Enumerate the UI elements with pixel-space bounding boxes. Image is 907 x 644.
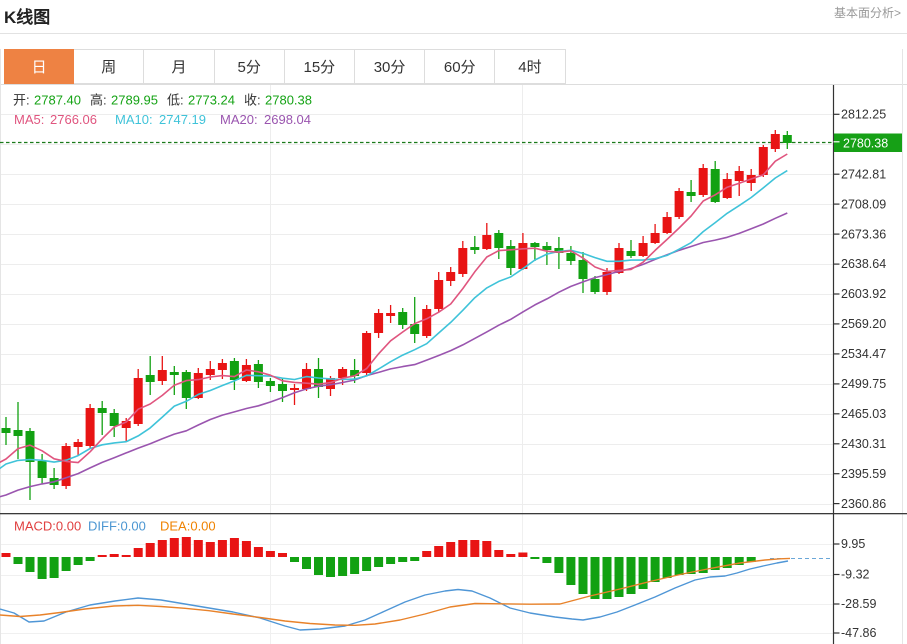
svg-text:2812.25: 2812.25	[841, 108, 886, 122]
svg-text:开:: 开:	[13, 93, 30, 108]
svg-text:2780.38: 2780.38	[265, 93, 312, 108]
svg-text:2569.20: 2569.20	[841, 317, 886, 331]
svg-text:2534.47: 2534.47	[841, 347, 886, 361]
svg-text:MACD:0.00: MACD:0.00	[14, 519, 81, 534]
svg-text:2395.59: 2395.59	[841, 467, 886, 481]
svg-text:高:: 高:	[90, 93, 107, 108]
svg-text:2766.06: 2766.06	[50, 112, 97, 127]
svg-text:-28.59: -28.59	[841, 597, 876, 611]
svg-text:2360.86: 2360.86	[841, 497, 886, 511]
svg-text:2603.92: 2603.92	[841, 287, 886, 301]
svg-text:2708.09: 2708.09	[841, 197, 886, 211]
svg-text:-9.32: -9.32	[841, 568, 870, 582]
svg-text:DEA:0.00: DEA:0.00	[160, 519, 216, 534]
svg-text:2747.19: 2747.19	[159, 112, 206, 127]
svg-text:收:: 收:	[244, 93, 261, 108]
svg-text:2698.04: 2698.04	[264, 112, 311, 127]
svg-text:2499.75: 2499.75	[841, 377, 886, 391]
svg-text:MA20:: MA20:	[220, 112, 258, 127]
svg-text:9.95: 9.95	[841, 537, 865, 551]
svg-text:2780.38: 2780.38	[843, 136, 888, 150]
svg-text:-47.86: -47.86	[841, 626, 876, 640]
svg-text:低:: 低:	[167, 93, 184, 108]
svg-text:2430.31: 2430.31	[841, 437, 886, 451]
svg-text:2742.81: 2742.81	[841, 167, 886, 181]
svg-text:2773.24: 2773.24	[188, 93, 235, 108]
svg-text:2673.36: 2673.36	[841, 227, 886, 241]
svg-text:2787.40: 2787.40	[34, 93, 81, 108]
svg-text:DIFF:0.00: DIFF:0.00	[88, 519, 146, 534]
svg-text:2465.03: 2465.03	[841, 407, 886, 421]
svg-text:MA10:: MA10:	[115, 112, 153, 127]
svg-text:MA5:: MA5:	[14, 112, 44, 127]
svg-text:2789.95: 2789.95	[111, 93, 158, 108]
svg-text:2638.64: 2638.64	[841, 257, 886, 271]
